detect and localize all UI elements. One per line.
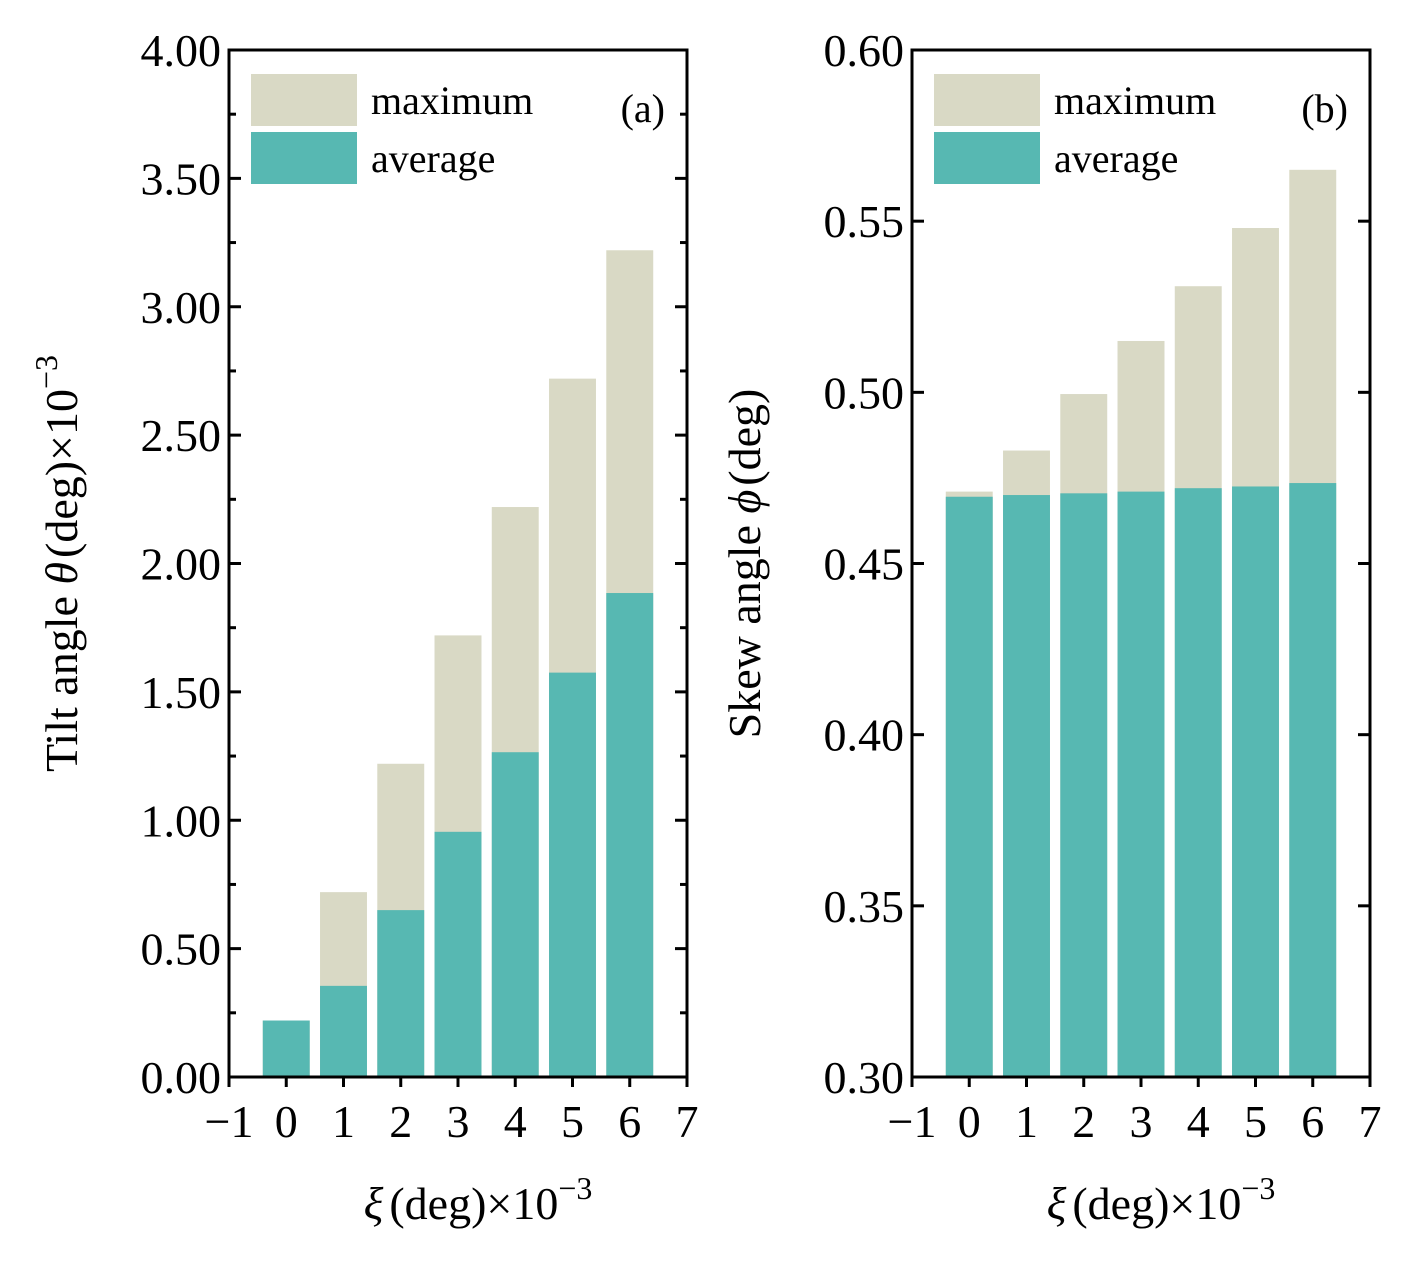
b-ytick-label: 0.60 — [824, 25, 905, 76]
b-ytick-label: 0.30 — [824, 1052, 905, 1103]
b-y-axis-text: Skew angle — [719, 514, 770, 739]
a-y-axis-symbol: θ — [36, 562, 87, 585]
a-bar-average-5 — [549, 672, 596, 1077]
a-ytick-label: 2.50 — [141, 410, 222, 461]
a-xtick-label: 5 — [561, 1096, 584, 1147]
a-y-axis-title: Tilt angle θ (deg)×10−3 — [28, 355, 87, 772]
b-x-axis-title: ξ (deg)×10−3 — [1047, 1170, 1276, 1229]
a-xtick-label: −1 — [205, 1096, 254, 1147]
b-ytick-label: 0.55 — [824, 196, 905, 247]
a-xtick-label: 7 — [676, 1096, 699, 1147]
a-bar-average-4 — [491, 752, 539, 1077]
b-legend-swatch-average — [934, 132, 1040, 184]
b-ytick-label: 0.45 — [824, 539, 905, 590]
b-y-axis-title: Skew angle ϕ (deg) — [719, 389, 770, 739]
panel-a-tilt-angle-chart: 0.00 0.50 1.00 1.50 2.00 2.50 3.00 3.50 4.00 −1 0 1… — [28, 25, 699, 1229]
a-legend-swatch-maximum — [251, 74, 357, 126]
b-xtick-label: 1 — [1015, 1096, 1038, 1147]
a-ytick-label: 1.50 — [141, 667, 222, 718]
b-legend-label-average: average — [1054, 136, 1178, 181]
a-legend-label-maximum: maximum — [371, 78, 533, 123]
b-xtick-label: −1 — [888, 1096, 937, 1147]
b-bar-average-1 — [1003, 495, 1050, 1077]
a-ytick-label: 3.00 — [141, 282, 222, 333]
a-bar-average-2 — [377, 910, 425, 1077]
a-xtick-label: 0 — [275, 1096, 298, 1147]
a-xtick-label: 4 — [504, 1096, 527, 1147]
a-bar-average-6 — [606, 593, 654, 1077]
b-y-axis-text2: (deg) — [719, 389, 770, 486]
a-bar-average-0 — [262, 1020, 310, 1077]
b-xtick-label: 4 — [1187, 1096, 1210, 1147]
b-bar-average-5 — [1232, 486, 1279, 1078]
a-y-axis-text: Tilt angle — [36, 585, 87, 772]
a-x-axis-title: ξ (deg)×10−3 — [364, 1170, 593, 1229]
a-legend-label-average: average — [371, 136, 495, 181]
a-xtick-label: 1 — [332, 1096, 355, 1147]
b-xtick-label: 5 — [1244, 1096, 1267, 1147]
a-panel-label: (a) — [621, 86, 665, 131]
b-panel-label: (b) — [1301, 86, 1348, 131]
panel-b-skew-angle-chart: 0.300.350.400.450.500.550.60−1 0 1 2 3 4 5 6 7ξ(… — [719, 25, 1382, 1229]
b-legend-label-maximum: maximum — [1054, 78, 1216, 123]
b-x-axis-symbol: ξ — [1047, 1178, 1067, 1229]
b-x-axis-exponent: −3 — [1241, 1170, 1275, 1206]
b-xtick-label: 6 — [1301, 1096, 1324, 1147]
a-bar-average-3 — [434, 831, 482, 1077]
b-ytick-label: 0.40 — [824, 710, 905, 761]
a-y-axis-text2: (deg)×10 — [36, 389, 87, 558]
a-x-axis-text: (deg)×10 — [389, 1178, 558, 1229]
a-ytick-label: 0.00 — [141, 1052, 222, 1103]
b-bar-average-6 — [1289, 483, 1337, 1078]
a-x-axis-exponent: −3 — [558, 1170, 592, 1206]
b-xtick-label: 0 — [958, 1096, 981, 1147]
b-xtick-label: 7 — [1359, 1096, 1382, 1147]
a-ytick-label: 3.50 — [141, 153, 222, 204]
b-bar-average-4 — [1174, 488, 1222, 1078]
b-y-axis-symbol: ϕ — [719, 490, 770, 514]
a-xtick-label: 2 — [389, 1096, 412, 1147]
b-bar-average-3 — [1117, 491, 1165, 1077]
b-xtick-label: 2 — [1072, 1096, 1095, 1147]
b-xtick-label: 3 — [1130, 1096, 1153, 1147]
a-ytick-label: 0.50 — [141, 924, 222, 975]
b-bar-average-2 — [1060, 493, 1108, 1077]
a-ytick-label: 2.00 — [141, 539, 222, 590]
a-legend-swatch-average — [251, 132, 357, 184]
a-xtick-label: 6 — [618, 1096, 641, 1147]
a-xtick-label: 3 — [447, 1096, 470, 1147]
a-bar-average-1 — [320, 985, 367, 1077]
b-bar-average-0 — [945, 496, 993, 1077]
a-ytick-label: 1.00 — [141, 795, 222, 846]
a-y-axis-exponent: −3 — [28, 355, 64, 389]
b-x-axis-text: (deg)×10 — [1072, 1178, 1241, 1229]
b-ytick-label: 0.50 — [824, 367, 905, 418]
a-ytick-label: 4.00 — [141, 25, 222, 76]
b-ytick-label: 0.35 — [824, 881, 905, 932]
b-legend-swatch-maximum — [934, 74, 1040, 126]
a-x-axis-symbol: ξ — [364, 1178, 384, 1229]
